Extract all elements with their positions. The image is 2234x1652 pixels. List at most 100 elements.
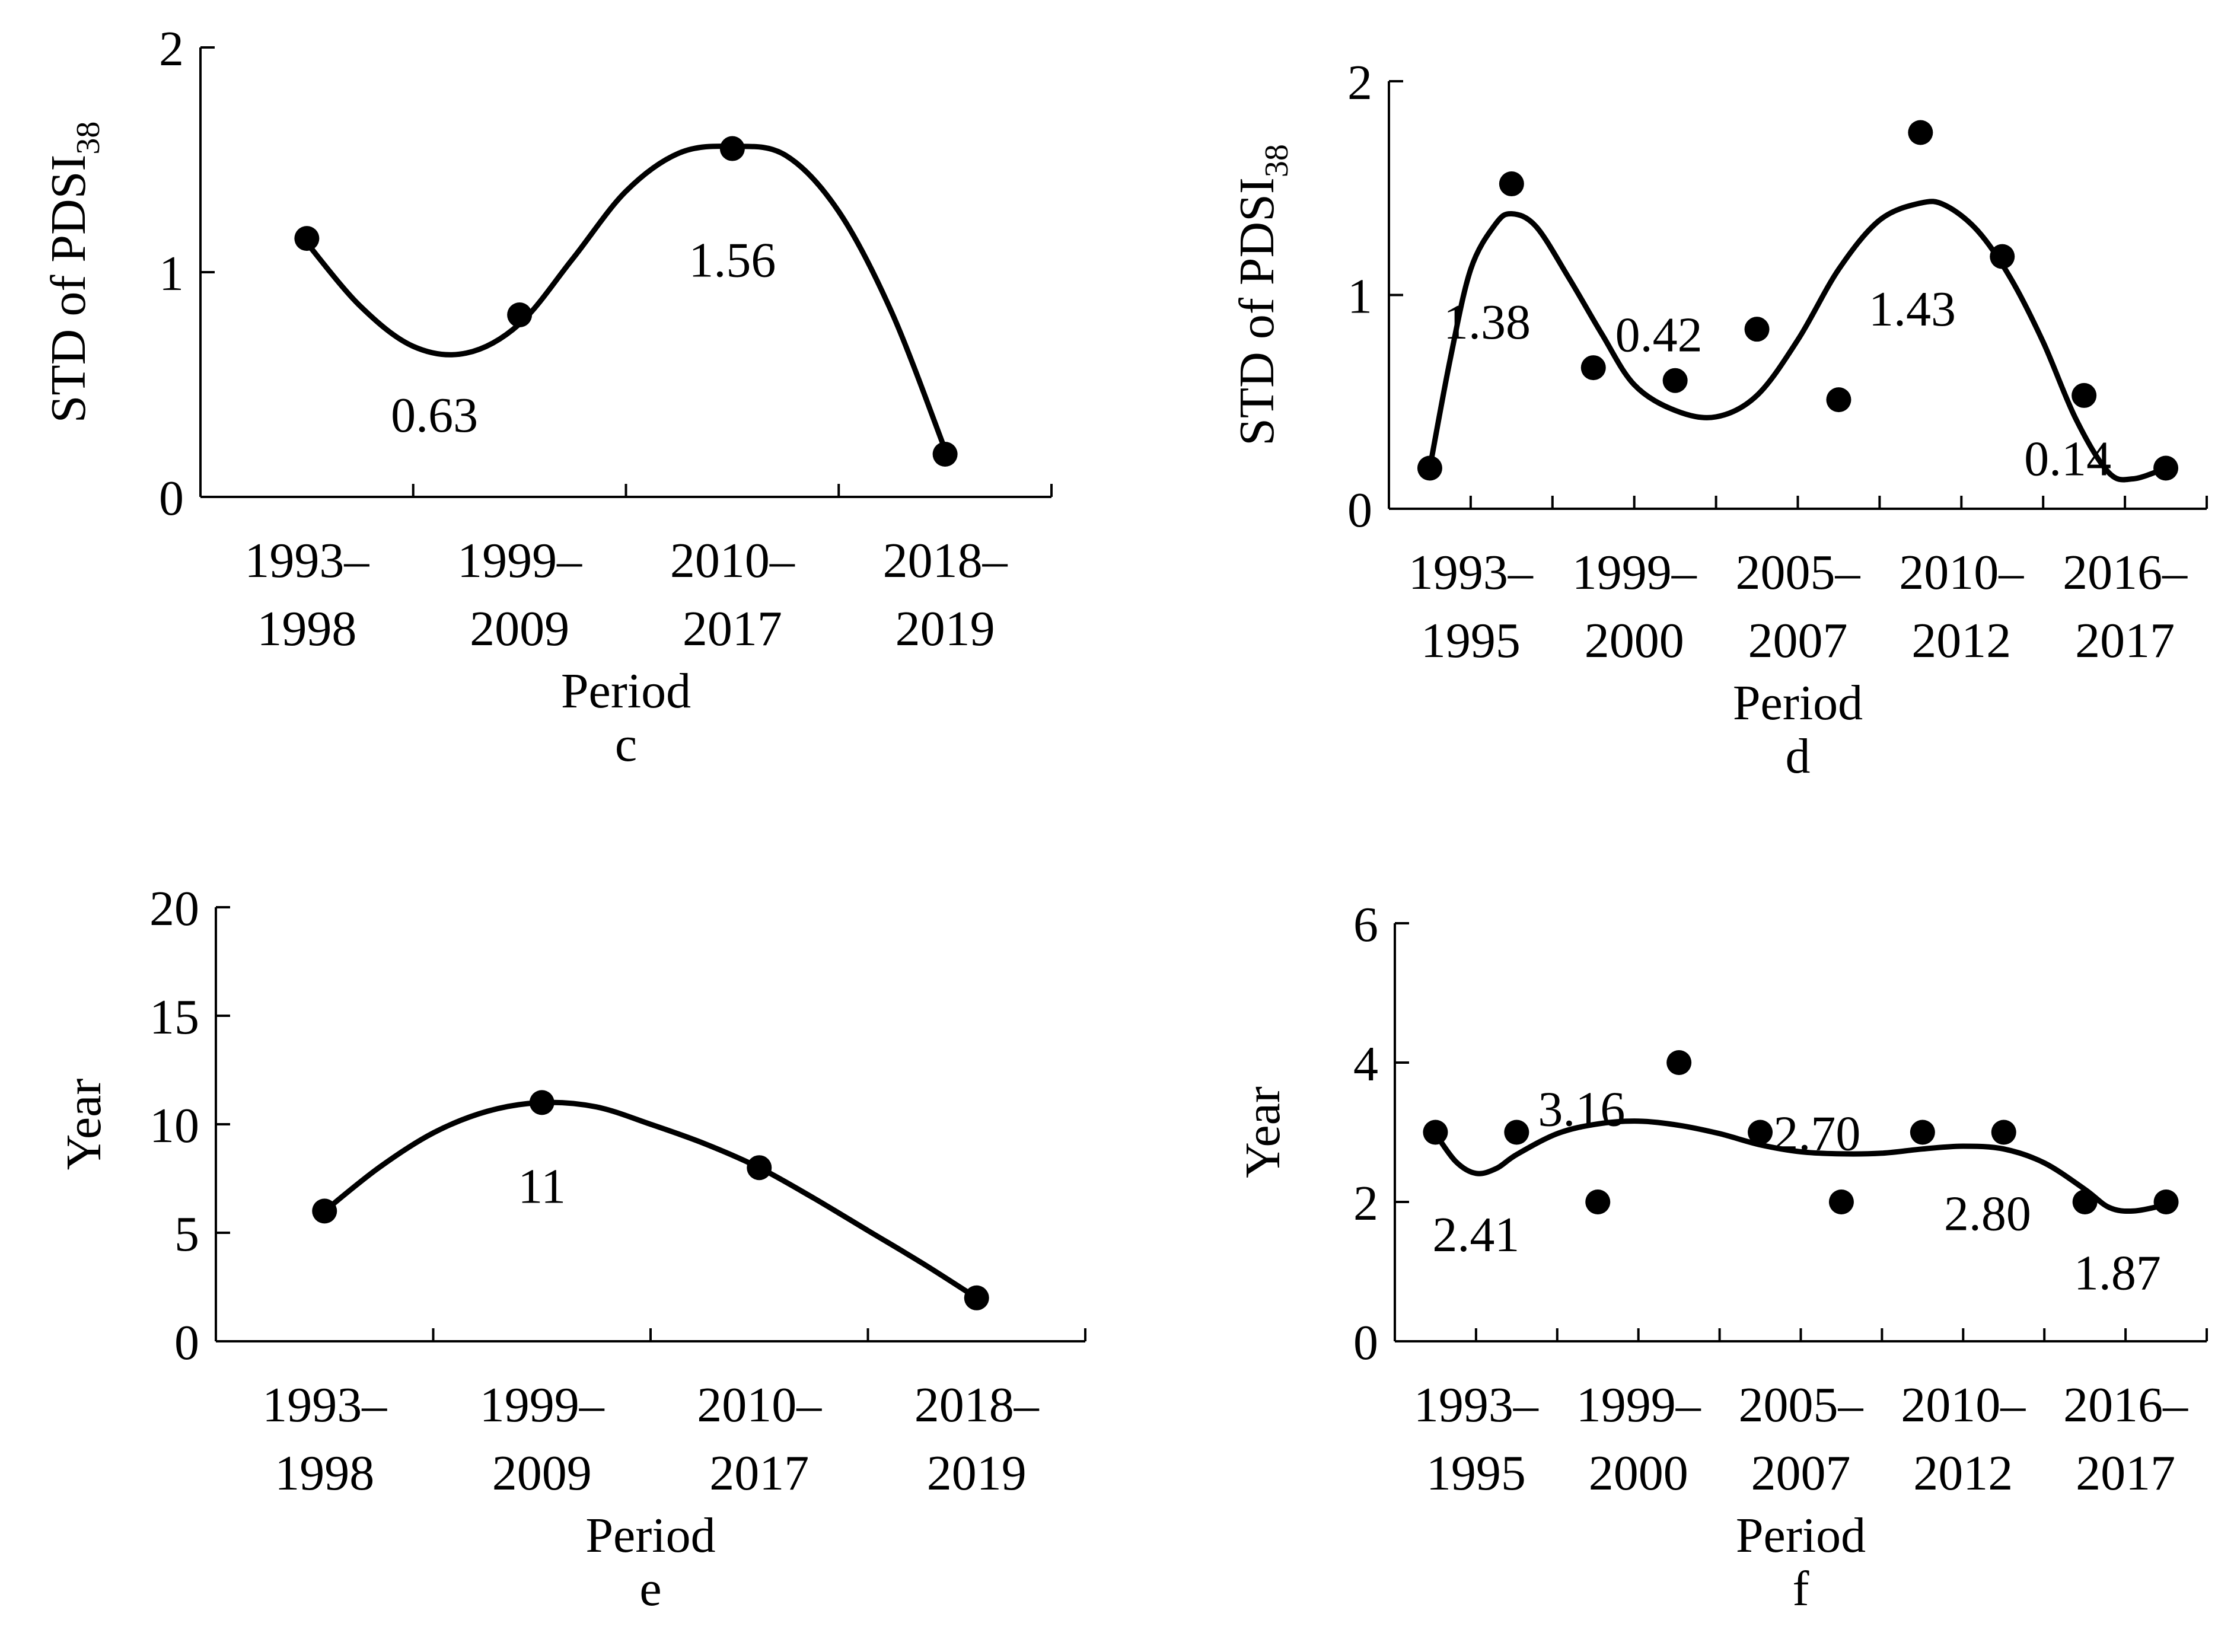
x-axis-label: Period — [561, 664, 691, 719]
x-tick-label-end: 1995 — [1426, 1446, 1526, 1501]
x-tick-label-start: 1993– — [1414, 1377, 1539, 1433]
data-point — [932, 441, 958, 467]
y-axis-label: STD of PDSI38 — [1229, 144, 1295, 446]
y-axis-label: Year — [1235, 1086, 1290, 1178]
data-point — [2153, 1189, 2179, 1214]
y-tick-label: 0 — [159, 471, 184, 526]
x-tick-label-start: 2010– — [1899, 545, 2024, 600]
panel-caption: f — [1793, 1561, 1809, 1616]
data-point — [1499, 171, 1524, 197]
value-annotation: 2.70 — [1773, 1106, 1860, 1162]
data-point — [1662, 368, 1688, 393]
data-point — [1826, 387, 1851, 413]
x-tick-label-start: 1993– — [244, 533, 369, 588]
value-annotation: 1.87 — [2074, 1246, 2161, 1301]
data-point — [1580, 355, 1606, 381]
x-tick-label-end: 2017 — [683, 601, 782, 656]
value-annotation: 1.38 — [1443, 295, 1531, 350]
x-tick-label-start: 1999– — [457, 533, 582, 588]
x-tick-label-end: 2017 — [2075, 613, 2175, 668]
x-tick-label-end: 2017 — [709, 1446, 809, 1501]
x-tick-label-end: 2009 — [492, 1446, 592, 1501]
data-point — [529, 1090, 554, 1115]
x-axis-label: Period — [1733, 675, 1863, 731]
panel-d: 0 1 2 1993– 1995 1999– 2000 2005– 2007 2010– 2012 2… — [1229, 55, 2208, 784]
fitted-curve — [1427, 199, 2169, 483]
x-tick-label-start: 2018– — [883, 533, 1008, 588]
data-point — [507, 302, 533, 328]
data-point — [312, 1198, 337, 1224]
data-point — [719, 136, 745, 161]
value-annotation: 1.43 — [1869, 282, 1956, 337]
x-tick-label-end: 2000 — [1589, 1446, 1688, 1501]
y-tick-label: 1 — [159, 246, 184, 301]
data-point — [1423, 1120, 1448, 1145]
fitted-curve — [321, 1099, 980, 1301]
data-point — [1828, 1189, 1854, 1214]
x-tick-label-end: 2019 — [927, 1446, 1027, 1501]
x-tick-label-start: 2016– — [2063, 545, 2188, 600]
y-tick-label: 2 — [1347, 55, 1372, 110]
data-point — [1666, 1050, 1692, 1075]
data-point — [964, 1285, 989, 1310]
data-point — [1504, 1120, 1529, 1145]
x-axis-label: Period — [1736, 1508, 1866, 1563]
data-point — [2072, 1189, 2098, 1214]
y-tick-label: 0 — [174, 1315, 199, 1370]
data-point — [1585, 1189, 1611, 1214]
x-tick-label-end: 2012 — [1911, 613, 2011, 668]
y-tick-label: 10 — [149, 1098, 199, 1153]
value-annotation: 2.41 — [1432, 1207, 1519, 1262]
y-tick-label: 6 — [1353, 897, 1378, 952]
x-tick-label-start: 2016– — [2063, 1377, 2188, 1433]
panel-f: 0 2 4 6 1993– 1995 1999– 2000 2005– 2007 2010– 2012… — [1235, 897, 2208, 1616]
y-axis-label: STD of PDSI38 — [41, 122, 107, 423]
data-point — [1748, 1120, 1773, 1145]
y-tick-label: 0 — [1347, 483, 1372, 538]
data-point — [747, 1155, 772, 1181]
x-tick-label-start: 1993– — [1408, 545, 1534, 600]
data-point — [1990, 244, 2015, 269]
y-tick-label: 15 — [149, 990, 199, 1045]
value-annotation: 11 — [518, 1159, 566, 1214]
x-tick-label-end: 1998 — [275, 1446, 374, 1501]
x-tick-label-start: 2005– — [1739, 1377, 1864, 1433]
y-axis-label: Year — [56, 1079, 111, 1171]
data-point — [1910, 1120, 1935, 1145]
x-tick-label-start: 1999– — [1576, 1377, 1701, 1433]
x-tick-label-end: 2017 — [2076, 1446, 2175, 1501]
x-tick-label-start: 2010– — [670, 533, 795, 588]
y-tick-label: 1 — [1347, 269, 1372, 324]
x-tick-label-end: 2012 — [1913, 1446, 2013, 1501]
x-tick-label-end: 2007 — [1751, 1446, 1851, 1501]
y-tick-label: 0 — [1353, 1315, 1378, 1370]
y-axis-label-subscript: 38 — [1258, 144, 1295, 177]
panel-caption: e — [639, 1561, 661, 1616]
x-tick-label-start: 1999– — [1572, 545, 1697, 600]
value-annotation: 3.16 — [1538, 1082, 1625, 1137]
value-annotation: 0.63 — [391, 388, 478, 443]
y-axis-label-subscript: 38 — [70, 122, 107, 155]
panel-e: 0 5 10 15 20 1993– 1998 1999– 2009 2010– 2017 2018–… — [56, 881, 1086, 1616]
data-point — [294, 226, 320, 251]
x-tick-label-start: 1999– — [480, 1377, 605, 1433]
y-tick-label: 5 — [174, 1207, 199, 1262]
x-tick-label-end: 2007 — [1748, 613, 1848, 668]
y-tick-label: 20 — [149, 881, 199, 936]
x-tick-label-end: 2000 — [1585, 613, 1684, 668]
value-annotation: 0.42 — [1615, 307, 1703, 362]
x-tick-label-end: 2019 — [895, 601, 995, 656]
y-tick-label: 2 — [1353, 1176, 1378, 1231]
data-point — [1417, 455, 1442, 481]
data-point — [1991, 1120, 2016, 1145]
x-tick-label-end: 1998 — [257, 601, 356, 656]
x-tick-label-start: 1993– — [262, 1377, 387, 1433]
data-point — [2153, 455, 2179, 481]
value-annotation: 0.14 — [2024, 431, 2111, 486]
y-tick-label: 4 — [1353, 1037, 1378, 1092]
x-tick-label-start: 2010– — [697, 1377, 822, 1433]
x-tick-label-start: 2010– — [1901, 1377, 2026, 1433]
value-annotation: 2.80 — [1944, 1187, 2031, 1242]
panel-caption: d — [1786, 729, 1811, 784]
